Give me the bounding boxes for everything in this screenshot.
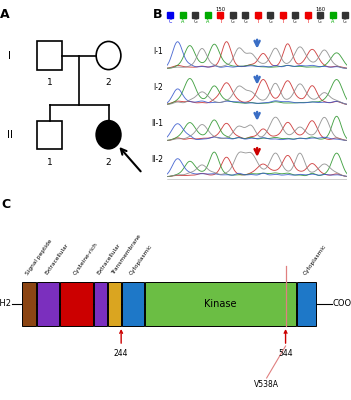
Text: 1: 1 xyxy=(47,78,53,87)
Text: Kinase: Kinase xyxy=(204,299,237,309)
Circle shape xyxy=(96,42,121,70)
Bar xyxy=(60,282,93,326)
Text: NH2: NH2 xyxy=(0,300,12,308)
Bar xyxy=(108,282,121,326)
Text: Extracellular: Extracellular xyxy=(44,243,69,276)
Text: I: I xyxy=(8,50,11,60)
Bar xyxy=(317,12,323,18)
Bar xyxy=(38,121,62,149)
Text: Cytoplasmic: Cytoplasmic xyxy=(129,244,154,276)
Text: G: G xyxy=(231,18,234,24)
Bar xyxy=(242,12,248,18)
Text: T: T xyxy=(256,18,259,24)
Text: G: G xyxy=(243,18,247,24)
Bar xyxy=(205,12,211,18)
Text: A: A xyxy=(331,18,334,24)
Circle shape xyxy=(96,121,121,149)
Text: G: G xyxy=(293,18,297,24)
Bar xyxy=(145,282,296,326)
Bar xyxy=(297,282,316,326)
Text: Transmembrane: Transmembrane xyxy=(111,234,142,276)
Text: II-1: II-1 xyxy=(151,119,163,128)
Bar xyxy=(38,42,62,70)
Text: A: A xyxy=(206,18,209,24)
Text: G: G xyxy=(318,18,322,24)
Bar xyxy=(292,12,298,18)
Text: G: G xyxy=(343,18,347,24)
Bar xyxy=(305,12,311,18)
Bar xyxy=(280,12,286,18)
Bar xyxy=(192,12,198,18)
Text: Signal peptide: Signal peptide xyxy=(25,238,53,276)
Bar xyxy=(342,12,348,18)
Text: V538A: V538A xyxy=(254,380,279,389)
Text: I-1: I-1 xyxy=(153,47,163,56)
Bar xyxy=(255,12,260,18)
Bar xyxy=(37,282,59,326)
Text: B: B xyxy=(152,8,162,21)
Text: G: G xyxy=(193,18,197,24)
Bar xyxy=(217,12,223,18)
Text: T: T xyxy=(219,18,221,24)
Bar xyxy=(267,12,273,18)
Bar xyxy=(94,282,107,326)
Text: II-2: II-2 xyxy=(151,155,163,164)
Text: A: A xyxy=(181,18,184,24)
Text: 544: 544 xyxy=(278,349,293,358)
Text: Extracellular: Extracellular xyxy=(97,243,122,276)
Text: 2: 2 xyxy=(106,78,111,87)
Text: COOH: COOH xyxy=(333,300,351,308)
Bar xyxy=(330,12,336,18)
Text: 150: 150 xyxy=(215,6,225,12)
Text: T: T xyxy=(306,18,309,24)
Bar xyxy=(180,12,186,18)
Text: G: G xyxy=(268,18,272,24)
Text: 2: 2 xyxy=(106,158,111,166)
Text: I-2: I-2 xyxy=(153,83,163,92)
Text: A: A xyxy=(0,8,10,21)
Bar xyxy=(230,12,236,18)
Text: 160: 160 xyxy=(315,6,325,12)
Text: C: C xyxy=(2,198,11,211)
Text: T: T xyxy=(281,18,284,24)
Text: C: C xyxy=(168,18,172,24)
Bar xyxy=(167,12,173,18)
Text: Cytoplasmic: Cytoplasmic xyxy=(302,244,327,276)
Text: Cysteine-rich: Cysteine-rich xyxy=(73,241,99,276)
Bar xyxy=(122,282,144,326)
Text: 1: 1 xyxy=(47,158,53,166)
Text: II: II xyxy=(7,130,13,140)
Bar xyxy=(22,282,35,326)
Text: 244: 244 xyxy=(114,349,128,358)
